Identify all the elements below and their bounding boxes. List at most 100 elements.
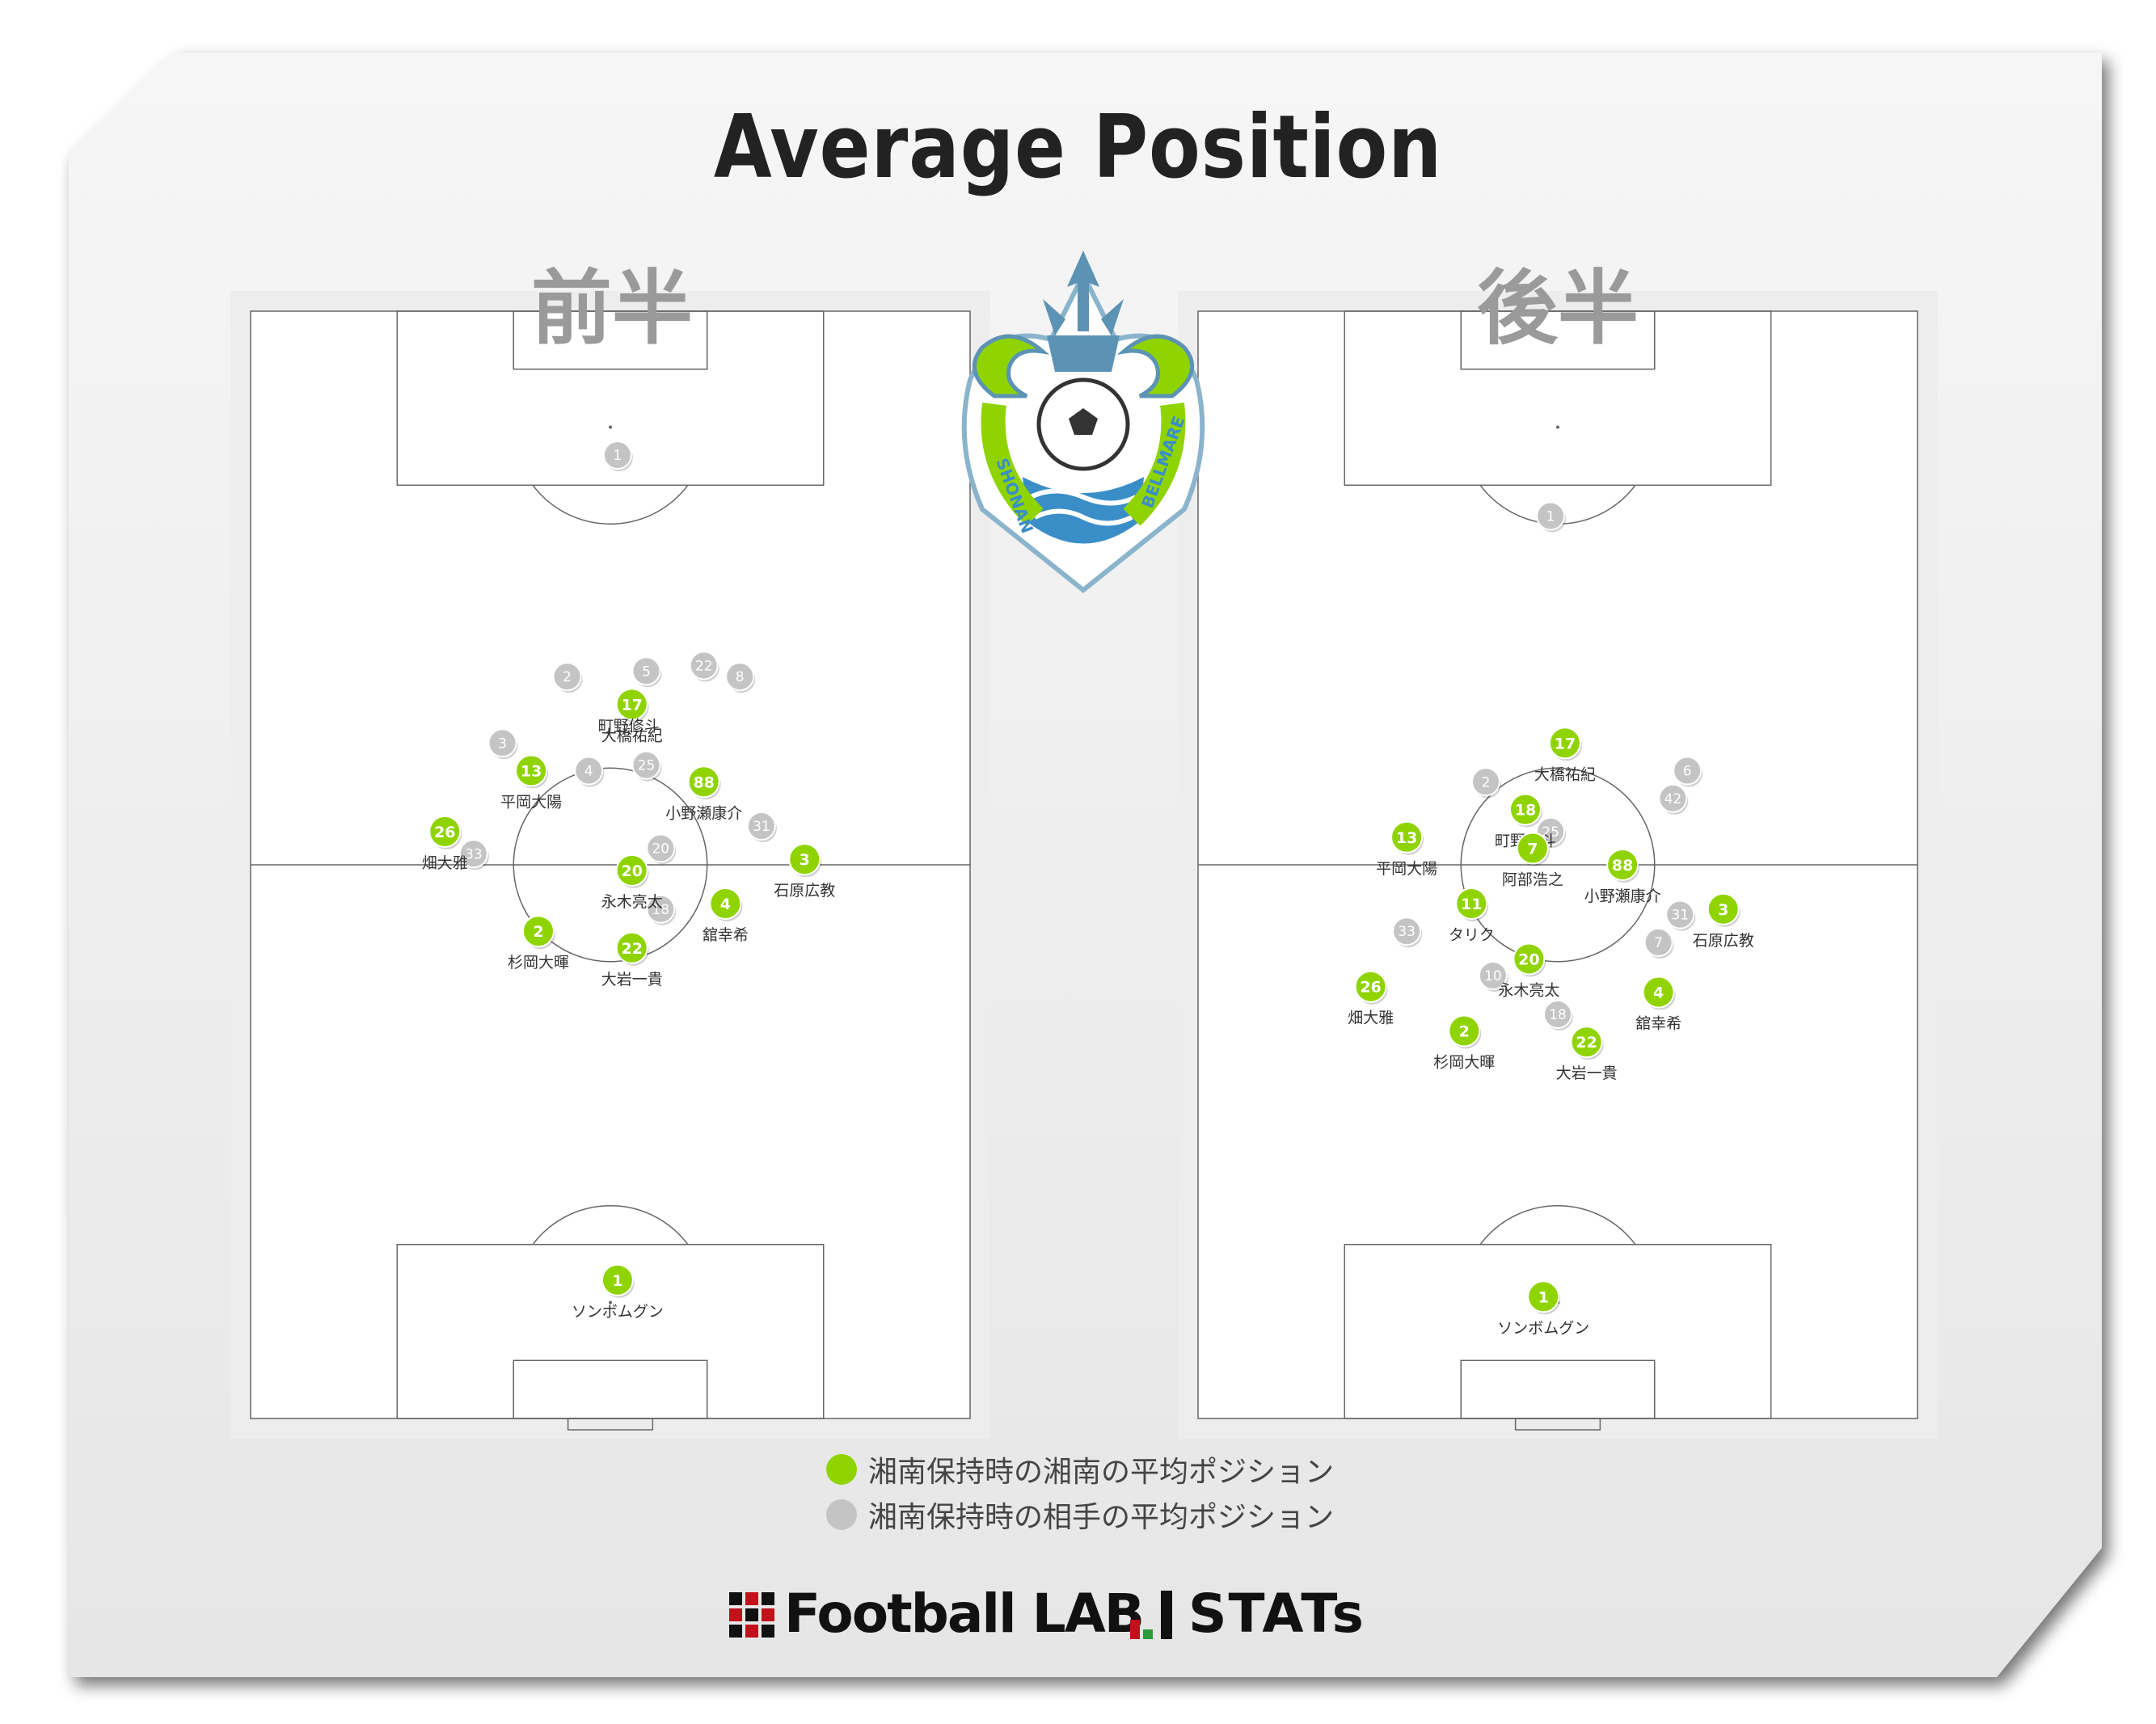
home-marker-number: 4 xyxy=(720,896,731,913)
center-circle xyxy=(513,767,708,963)
home-marker-26: 26 畑大雅 xyxy=(1348,970,1394,1027)
home-marker-dot xyxy=(1516,832,1549,865)
home-marker-17: 17 大橋祐紀 xyxy=(1534,727,1596,783)
home-marker-name: ソンボムグン xyxy=(572,1303,664,1321)
away-marker-5: 5 xyxy=(631,656,662,688)
away-marker-number: 7 xyxy=(1654,935,1663,951)
home-marker-number: 3 xyxy=(800,851,810,869)
home-marker-name: ソンボムグン xyxy=(1497,1319,1589,1337)
home-marker-dot xyxy=(1527,1280,1560,1313)
away-marker-number: 3 xyxy=(498,736,507,752)
away-marker-10: 10 xyxy=(1478,961,1508,992)
home-marker-88: 88 小野瀬康介 xyxy=(665,765,742,822)
home-marker-2: 2 杉岡大暉 xyxy=(1433,1014,1495,1072)
home-marker-name: 舘幸希 xyxy=(1635,1015,1681,1033)
away-marker-dot xyxy=(631,656,661,686)
home-marker-dot xyxy=(522,915,555,948)
home-marker-name: 大橋祐紀 xyxy=(601,727,663,744)
home-marker-number: 22 xyxy=(621,940,642,958)
penalty-spot-bottom xyxy=(609,1300,612,1305)
legend-away: 湘南保持時の相手の平均ポジション xyxy=(826,1494,1334,1536)
away-marker-dot xyxy=(458,839,488,869)
home-marker-dot xyxy=(1606,849,1639,881)
away-marker-dot xyxy=(689,651,719,681)
home-marker-dot xyxy=(1570,1026,1603,1059)
away-marker-dot xyxy=(487,728,517,758)
away-marker-number: 6 xyxy=(1683,764,1692,780)
home-marker-3: 3 石原広教 xyxy=(774,843,835,900)
away-marker-number: 31 xyxy=(1671,908,1689,924)
away-marker-dot xyxy=(631,750,661,780)
away-marker-dot xyxy=(574,756,604,786)
home-marker-13: 13 平岡大陽 xyxy=(1376,820,1437,878)
away-marker-33: 33 xyxy=(1392,917,1423,948)
away-marker-2: 2 xyxy=(1471,767,1501,799)
away-marker-dot xyxy=(1536,501,1566,531)
home-marker-dot xyxy=(1508,793,1542,826)
away-marker-7: 7 xyxy=(1643,927,1674,959)
home-marker-20: 20 永木亮太 xyxy=(601,854,663,911)
penalty-arc-bottom xyxy=(1479,1205,1636,1246)
away-marker-dot xyxy=(1392,917,1422,946)
penalty-arc-bottom xyxy=(532,1205,689,1246)
legend-home-label: 湘南保持時の湘南の平均ポジション xyxy=(868,1456,1335,1489)
away-marker-dot xyxy=(1658,783,1688,813)
home-marker-name: 石原広教 xyxy=(1693,932,1754,950)
home-marker-dot xyxy=(1448,1014,1481,1047)
home-marker-18: 18町野修斗 xyxy=(1495,793,1556,850)
away-marker-2: 2 xyxy=(552,662,583,693)
home-marker-name: 大橋祐紀 xyxy=(1534,765,1596,783)
away-marker-number: 42 xyxy=(1664,791,1682,807)
legend-home: 湘南保持時の湘南の平均ポジション xyxy=(826,1448,1334,1490)
away-marker-18: 18 xyxy=(1543,999,1573,1031)
away-marker-number: 2 xyxy=(1482,774,1491,790)
home-marker-1: 1 ソンボムグン xyxy=(1497,1280,1589,1337)
home-marker-1: 1 ソンボムグン xyxy=(572,1263,664,1321)
away-marker-dot xyxy=(646,894,676,924)
home-marker-name: 畑大雅 xyxy=(1348,1010,1394,1027)
goal-area-top xyxy=(1460,310,1656,370)
stats-logo-icon xyxy=(1130,1591,1172,1639)
away-marker-dot xyxy=(552,662,582,692)
home-marker-dot xyxy=(515,754,548,787)
home-marker-name: タリク xyxy=(1449,926,1495,944)
home-marker-4: 4 舘幸希 xyxy=(702,887,749,944)
home-marker-26: 26 畑大雅 xyxy=(422,815,468,872)
away-marker-3: 3 xyxy=(487,728,518,760)
home-marker-number: 4 xyxy=(1653,984,1664,1002)
home-marker-dot xyxy=(788,843,821,876)
home-marker-number: 17 xyxy=(1555,735,1576,752)
home-marker-number: 3 xyxy=(1718,901,1728,919)
home-marker-dot xyxy=(601,1263,634,1296)
home-marker-dot xyxy=(1642,976,1675,1009)
home-marker-number: 7 xyxy=(1527,840,1538,858)
legend-away-label: 湘南保持時の相手の平均ポジション xyxy=(868,1501,1335,1534)
home-marker-name: 平岡大陽 xyxy=(1376,860,1437,878)
home-marker-number: 2 xyxy=(533,923,543,941)
away-marker-22: 22 xyxy=(689,651,719,682)
home-marker-17: 17 大橋祐紀 xyxy=(601,688,663,744)
first-half-label: 前半 xyxy=(531,261,693,356)
away-marker-4: 4 xyxy=(574,756,605,787)
footballlab-logo-text: Football LAB xyxy=(784,1583,1145,1645)
home-marker-2: 2 杉岡大暉 xyxy=(508,915,569,972)
away-marker-dot xyxy=(602,440,632,470)
home-marker-name: 平岡大陽 xyxy=(500,794,562,811)
away-marker-number: 5 xyxy=(642,664,651,680)
away-marker-6: 6 xyxy=(1673,756,1703,787)
home-marker-number: 13 xyxy=(1396,829,1417,847)
home-marker-name-overlap: 町野修斗 xyxy=(598,717,660,735)
away-marker-number: 31 xyxy=(753,819,770,835)
away-marker-dot xyxy=(725,662,755,692)
away-marker-31: 31 xyxy=(1665,900,1696,931)
away-marker-number: 20 xyxy=(652,841,669,857)
home-marker-dot xyxy=(615,688,648,721)
away-marker-number: 25 xyxy=(1542,824,1559,841)
away-marker-number: 18 xyxy=(1549,1007,1567,1023)
away-marker-number: 1 xyxy=(613,448,622,464)
away-marker-1: 1 xyxy=(602,440,633,472)
home-marker-number: 20 xyxy=(1518,951,1539,968)
home-marker-number: 88 xyxy=(1612,857,1633,875)
